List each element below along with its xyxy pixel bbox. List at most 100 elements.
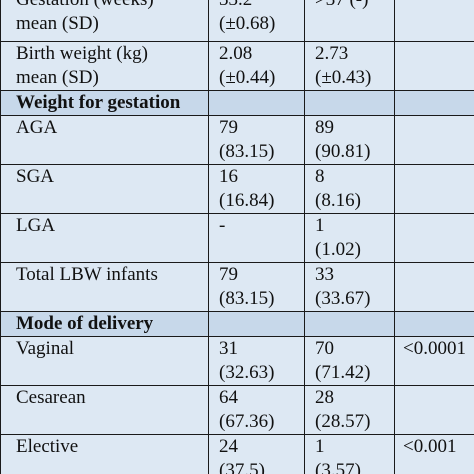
table-row: Total LBW infants 79 (83.15) 33 (33.67) <box>0 262 474 312</box>
cell-text: 8 <box>315 166 325 187</box>
table-cell <box>394 0 474 42</box>
cell-text: 16 <box>219 166 238 187</box>
table-cell: 33.2(±0.68) <box>208 0 305 42</box>
cell-text: 1 <box>315 215 325 236</box>
cell-text: (83.15) <box>219 141 275 162</box>
cell-text: (±0.43) <box>315 67 372 88</box>
cell-text: (71.42) <box>315 362 371 383</box>
cell-text: Elective <box>16 436 79 457</box>
table-cell: 31 (32.63) <box>208 336 305 386</box>
table-cell <box>208 311 305 337</box>
table-cell: Weight for gestation <box>0 90 209 116</box>
cell-text: mean (SD) <box>16 67 99 88</box>
table-cell: 16 (16.84) <box>208 164 305 214</box>
cell-text: 28 <box>315 387 334 408</box>
cell-text: (33.67) <box>315 288 371 309</box>
cell-text: mean (SD) <box>16 13 99 34</box>
table-cell <box>394 164 474 214</box>
cell-text: (8.16) <box>315 190 361 211</box>
cell-text: AGA <box>16 117 58 138</box>
cell-text: Vaginal <box>16 338 75 359</box>
table-cell: 79 (83.15) <box>208 262 305 312</box>
cell-text: 64 <box>219 387 238 408</box>
table-cell: Elective <box>0 434 209 474</box>
table-cell: 1 (1.02) <box>304 213 395 263</box>
table-cell: 89 (90.81) <box>304 115 395 165</box>
cell-text: (3.57) <box>315 460 361 474</box>
table-cell <box>304 311 395 337</box>
cell-text: (±0.44) <box>219 67 276 88</box>
table-row: Gestation (weeks)mean (SD)33.2(±0.68)>37… <box>0 0 474 42</box>
cell-text: 2.08 <box>219 43 253 64</box>
cell-text: (16.84) <box>219 190 275 211</box>
table-cell: <0.0001 <box>394 336 474 386</box>
cell-text: 79 <box>219 117 238 138</box>
table-cell: <0.001 <box>394 434 474 474</box>
cell-text: 1 <box>315 436 325 457</box>
table-cell: - <box>208 213 305 263</box>
table-cell <box>394 311 474 337</box>
table-row: Cesarean 64 (67.36) 28 (28.57) <box>0 385 474 435</box>
table-cell <box>394 115 474 165</box>
section-header-row: Weight for gestation <box>0 90 474 116</box>
cell-text: 89 <box>315 117 334 138</box>
cell-text: Weight for gestation <box>16 92 181 113</box>
table-cell: Total LBW infants <box>0 262 209 312</box>
table-cell <box>394 90 474 116</box>
table-cell: Vaginal <box>0 336 209 386</box>
cell-text: 33 <box>315 264 334 285</box>
table-cell: 28 (28.57) <box>304 385 395 435</box>
cell-text: (67.36) <box>219 411 275 432</box>
cell-text: - <box>219 215 226 236</box>
table-cell <box>304 90 395 116</box>
table-cell: 33 (33.67) <box>304 262 395 312</box>
cell-text: (32.63) <box>219 362 275 383</box>
cell-text: >37 (-) <box>315 0 394 12</box>
table-cell <box>208 90 305 116</box>
cell-text: (1.02) <box>315 239 361 260</box>
table-cell <box>394 41 474 91</box>
table-row: Birth weight (kg) mean (SD) 2.08 (±0.44) 2.7… <box>0 41 474 91</box>
cell-text: Mode of delivery <box>16 313 154 334</box>
cell-text: Cesarean <box>16 387 86 408</box>
table-cell: 64 (67.36) <box>208 385 305 435</box>
section-header-row: Mode of delivery <box>0 311 474 337</box>
table-cell <box>394 385 474 435</box>
cell-text: 2.73 <box>315 43 349 64</box>
table-cell: Cesarean <box>0 385 209 435</box>
table-cell: 2.73 (±0.43) <box>304 41 395 91</box>
table-cell: LGA <box>0 213 209 263</box>
table-row: LGA - 1 (1.02) <box>0 213 474 263</box>
cell-text: 79 <box>219 264 238 285</box>
table-cell: Gestation (weeks)mean (SD) <box>0 0 209 42</box>
table-row: Elective 24 (37.5) 1 (3.57) <0.001 <box>0 434 474 474</box>
cell-text: Birth weight (kg) <box>16 43 148 64</box>
table-cell: Birth weight (kg) mean (SD) <box>0 41 209 91</box>
table-cell <box>394 213 474 263</box>
cell-text: (±0.68) <box>219 13 276 34</box>
table-cell: 8 (8.16) <box>304 164 395 214</box>
cell-text: (28.57) <box>315 411 371 432</box>
table-cell: 79 (83.15) <box>208 115 305 165</box>
table-row: SGA 16 (16.84) 8 (8.16) <box>0 164 474 214</box>
table-row: Vaginal 31 (32.63) 70 (71.42) <0.0001 <box>0 336 474 386</box>
cell-text: (37.5) <box>219 460 265 474</box>
table-cell: SGA <box>0 164 209 214</box>
table-cell: 1 (3.57) <box>304 434 395 474</box>
cell-text: 31 <box>219 338 238 359</box>
cell-text: 70 <box>315 338 334 359</box>
cell-text: 24 <box>219 436 238 457</box>
cell-text: (83.15) <box>219 288 275 309</box>
cell-text: Total LBW infants <box>16 264 158 285</box>
table-cell: 2.08 (±0.44) <box>208 41 305 91</box>
cell-text: <0.0001 <box>403 338 466 359</box>
cell-text: LGA <box>16 215 56 236</box>
cell-text: Gestation (weeks) <box>16 0 208 12</box>
cell-text: 33.2 <box>219 0 304 12</box>
table-cell: 70 (71.42) <box>304 336 395 386</box>
table-row: AGA 79 (83.15) 89 (90.81) <box>0 115 474 165</box>
table-cell: 24 (37.5) <box>208 434 305 474</box>
